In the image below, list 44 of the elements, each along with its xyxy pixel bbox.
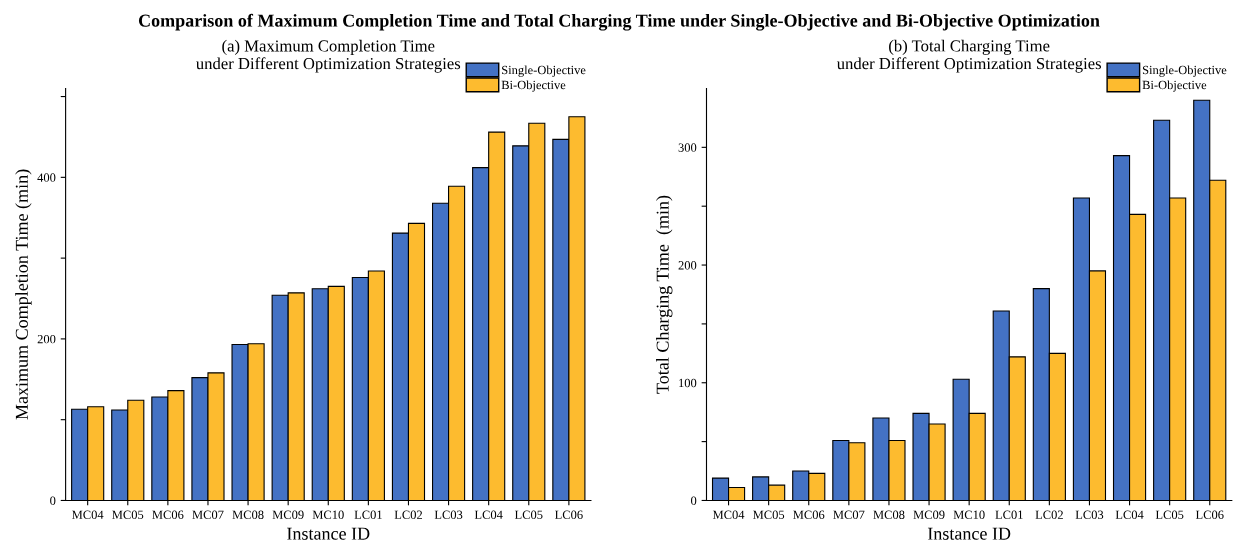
y-tick-label: 200 [37,334,56,344]
x-tick-label: LC01 [995,510,1023,519]
chart-title: (a) Maximum Completion Time under Different Optimization Strategies [196,39,461,73]
text: Comparison of Maximum Completion Time and Total Charging Time under Single-Objective and Bi-Objective Optimization [138,13,1100,31]
x-axis-title: Instance ID [287,527,370,540]
x-tick-label: LC02 [1035,510,1063,519]
x-tick-label: MC08 [873,510,905,519]
x-tick-label: MC07 [192,510,224,519]
x-tick-label: LC02 [394,510,423,519]
x-tick-label: MC10 [312,510,344,519]
x-tick-label: LC05 [514,510,543,519]
y-tick-label: 0 [691,496,697,505]
x-tick-label: MC07 [833,510,865,519]
x-tick-label: LC06 [1195,510,1224,519]
legend-label: Bi-Objective [501,80,566,92]
x-tick-label: MC09 [272,510,304,519]
x-tick-label: MC06 [152,510,184,519]
x-tick-label: LC05 [1155,510,1184,519]
x-tick-label: LC01 [354,510,382,519]
legend-label: Single-Objective [1142,65,1227,77]
y-tick-label: 200 [678,261,697,270]
y-tick-label: 300 [678,143,697,152]
x-tick-label: MC05 [753,510,785,519]
x-tick-label: LC06 [555,510,583,519]
x-tick-label: MC08 [232,510,264,519]
legend-label: Bi-Objective [1142,80,1207,92]
y-axis-title: Maximum Completion Time (min) [15,169,32,420]
x-tick-label: MC06 [793,510,825,519]
y-tick-label: 400 [37,173,56,182]
y-axis-title: Total Charging Time (min) [656,195,673,394]
legend-label: Single-Objective [502,65,586,77]
x-tick-label: LC03 [434,510,463,519]
y-tick-label: 100 [679,378,697,388]
x-tick-label: LC04 [474,510,503,519]
x-axis-title: Instance ID [927,527,1011,540]
chart-title: (b) Total Charging Time under Different Optimization Strategies [836,39,1101,73]
x-tick-label: MC10 [953,510,985,519]
x-tick-label: MC04 [72,510,104,519]
x-tick-label: LC04 [1115,510,1144,519]
x-tick-label: MC05 [112,510,144,519]
x-tick-label: MC09 [913,510,945,519]
x-tick-label: LC03 [1075,510,1104,519]
x-tick-label: MC04 [712,510,745,519]
y-tick-label: 0 [50,496,56,505]
